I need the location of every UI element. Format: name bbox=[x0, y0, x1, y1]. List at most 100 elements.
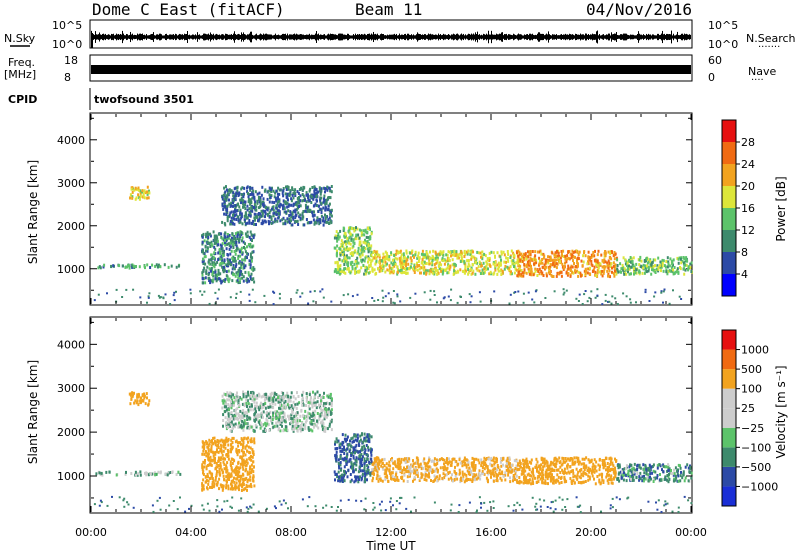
data-cell bbox=[252, 391, 255, 395]
data-cell bbox=[139, 399, 142, 403]
data-cell bbox=[232, 426, 234, 430]
data-cell bbox=[237, 402, 240, 406]
data-cell bbox=[280, 391, 283, 394]
nsky-bar bbox=[348, 33, 349, 41]
data-cell bbox=[237, 395, 240, 399]
data-cell bbox=[601, 274, 604, 278]
data-cell bbox=[227, 412, 230, 416]
nsky-bar bbox=[559, 35, 560, 39]
data-cell bbox=[261, 423, 264, 427]
data-cell bbox=[531, 298, 534, 301]
data-cell bbox=[640, 259, 643, 263]
data-cell bbox=[237, 460, 240, 464]
data-cell bbox=[604, 293, 607, 296]
data-cell bbox=[330, 214, 333, 218]
data-cell bbox=[614, 263, 617, 267]
data-cell bbox=[407, 262, 410, 266]
nsky-bar bbox=[637, 34, 638, 40]
data-cell bbox=[466, 252, 469, 256]
data-cell bbox=[237, 281, 240, 285]
nsky-bar bbox=[447, 34, 448, 40]
data-cell bbox=[246, 216, 249, 220]
data-cell bbox=[652, 258, 655, 262]
data-cell bbox=[367, 471, 370, 475]
nsky-bar bbox=[401, 34, 402, 40]
data-cell bbox=[337, 232, 340, 236]
data-cell bbox=[223, 260, 226, 264]
data-cell bbox=[227, 454, 230, 458]
data-cell bbox=[224, 239, 227, 243]
data-cell bbox=[247, 445, 250, 449]
nsky-bar bbox=[249, 33, 250, 41]
data-cell bbox=[244, 212, 247, 216]
data-cell bbox=[441, 270, 444, 274]
data-cell bbox=[299, 213, 302, 217]
data-cell bbox=[232, 198, 235, 202]
data-cell bbox=[222, 270, 225, 274]
data-cell bbox=[349, 473, 352, 476]
nsky-bar bbox=[289, 34, 290, 40]
data-cell bbox=[506, 265, 509, 269]
nsky-bar bbox=[235, 34, 236, 40]
data-cell bbox=[286, 391, 289, 395]
data-cell bbox=[221, 220, 224, 224]
nsky-bar bbox=[213, 33, 214, 41]
data-cell bbox=[236, 215, 239, 219]
data-cell bbox=[680, 256, 683, 260]
data-cell bbox=[650, 272, 653, 276]
data-cell bbox=[255, 417, 257, 421]
data-cell bbox=[328, 422, 331, 426]
nsky-bar bbox=[399, 33, 400, 41]
data-cell bbox=[469, 253, 472, 256]
data-cell bbox=[313, 403, 316, 407]
nsky-bar bbox=[269, 34, 270, 40]
data-cell bbox=[662, 259, 665, 263]
data-cell bbox=[207, 260, 210, 264]
data-cell bbox=[137, 472, 140, 476]
data-cell bbox=[368, 258, 371, 262]
data-cell bbox=[638, 258, 641, 262]
data-cell bbox=[670, 269, 672, 273]
data-cell bbox=[223, 186, 226, 190]
data-cell bbox=[215, 241, 217, 245]
nsky-bar bbox=[322, 35, 323, 39]
data-cell bbox=[277, 216, 280, 220]
data-cell bbox=[292, 192, 295, 196]
data-cell bbox=[284, 210, 287, 214]
data-cell bbox=[488, 251, 491, 255]
data-cell bbox=[237, 423, 240, 427]
data-cell bbox=[258, 191, 261, 195]
data-cell bbox=[470, 295, 473, 298]
data-cell bbox=[360, 229, 363, 233]
data-cell bbox=[223, 478, 226, 482]
nsky-bar bbox=[405, 33, 406, 41]
data-cell bbox=[294, 419, 297, 423]
data-cell bbox=[308, 393, 311, 397]
data-cell bbox=[148, 191, 151, 195]
data-cell bbox=[249, 255, 252, 259]
nsky-bar bbox=[115, 34, 116, 40]
data-cell bbox=[283, 403, 286, 407]
data-cell bbox=[246, 461, 249, 465]
data-cell bbox=[146, 301, 148, 304]
data-cell bbox=[624, 258, 627, 262]
data-cell bbox=[278, 210, 281, 214]
data-cell bbox=[438, 262, 441, 266]
data-cell bbox=[226, 262, 229, 266]
data-cell bbox=[224, 440, 227, 444]
data-cell bbox=[235, 412, 238, 416]
data-cell bbox=[209, 281, 212, 285]
data-cell bbox=[567, 266, 570, 270]
data-cell bbox=[513, 291, 516, 294]
data-cell bbox=[510, 272, 513, 276]
data-cell bbox=[249, 266, 252, 270]
data-cell bbox=[282, 395, 285, 399]
data-cell bbox=[304, 420, 307, 424]
data-cell bbox=[545, 272, 548, 276]
data-cell bbox=[641, 271, 644, 275]
data-cell bbox=[336, 475, 339, 479]
data-cell bbox=[304, 409, 307, 413]
nsky-bar bbox=[152, 33, 153, 41]
nsky-bar bbox=[222, 34, 223, 40]
data-cell bbox=[512, 251, 515, 255]
